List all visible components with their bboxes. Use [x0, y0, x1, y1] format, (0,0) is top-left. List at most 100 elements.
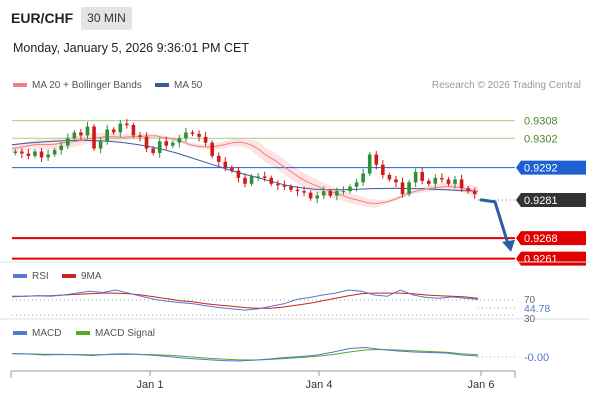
candle-body — [144, 136, 149, 149]
ma20-swatch — [13, 83, 27, 88]
candle-body — [210, 142, 214, 156]
timeframe-button[interactable]: 30 MIN — [81, 7, 132, 30]
support-tag — [516, 231, 586, 246]
bollinger-band — [12, 132, 478, 208]
candle-body — [13, 151, 18, 153]
candle-body — [466, 188, 470, 192]
candle-body — [289, 186, 293, 190]
candle-body — [446, 179, 451, 184]
candle-body — [59, 145, 64, 151]
forecast-arrow-line — [479, 198, 510, 246]
candle-body — [256, 176, 260, 178]
legend-macd-signal: MACD Signal — [76, 328, 155, 339]
candle-body — [276, 183, 280, 186]
candle-body — [85, 126, 90, 136]
macd-value: -0.00 — [524, 352, 549, 364]
candle-body — [394, 179, 398, 183]
candle-body — [203, 136, 208, 143]
candle-body — [282, 185, 287, 187]
ma20-line — [11, 135, 479, 205]
candle-body — [230, 167, 234, 171]
resistance-label: 0.9302 — [524, 133, 558, 145]
legend-macd-signal-label: MACD Signal — [95, 328, 156, 339]
x-axis-tick-label: Jan 1 — [137, 379, 164, 391]
rsi-tick-30: 30 — [524, 314, 536, 325]
candle-body — [249, 176, 254, 184]
current-price-tag — [516, 192, 586, 207]
x-axis-tick-label: Jan 6 — [468, 379, 495, 391]
candle-body — [33, 151, 37, 156]
candle-body — [354, 182, 359, 187]
candle-body — [321, 191, 326, 196]
ma50-swatch — [155, 83, 169, 88]
x-axis-tick-label: Jan 4 — [306, 379, 333, 391]
candle-body — [315, 195, 320, 199]
rsi-value: 44.78 — [524, 303, 550, 315]
candle-body — [151, 148, 155, 153]
macd-signal-line — [11, 348, 479, 361]
resistance-label: 0.9308 — [524, 116, 558, 128]
candle-body — [98, 141, 103, 149]
candle-body — [46, 154, 50, 158]
candle-body — [236, 170, 241, 178]
candle-body — [72, 132, 77, 139]
candle-body — [26, 153, 31, 156]
candle-body — [20, 151, 24, 154]
candle-body — [216, 155, 221, 162]
candle-body — [269, 177, 274, 184]
candle-body — [407, 182, 411, 195]
candle-body — [335, 191, 339, 196]
candle-body — [184, 132, 188, 139]
candle-body — [190, 132, 195, 134]
legend-rsi: RSI — [13, 271, 49, 282]
rsi-tick-70: 70 — [524, 295, 536, 306]
candle-body — [433, 177, 438, 184]
legend-ma20: MA 20 + Bollinger Bands — [13, 80, 142, 91]
candle-body — [413, 172, 418, 183]
legend-ma20-label: MA 20 + Bollinger Bands — [32, 80, 142, 91]
symbol-title: EUR/CHF — [11, 10, 74, 26]
candle-body — [111, 129, 116, 133]
candle-body — [170, 142, 175, 146]
candle-body — [381, 164, 385, 175]
candle-body — [164, 141, 169, 146]
research-credit: Research © 2026 Trading Central — [431, 80, 581, 91]
rsi-ma-swatch — [62, 274, 76, 279]
rsi-ma-line — [12, 292, 479, 309]
legend-macd: MACD — [13, 328, 61, 339]
candle-body — [79, 132, 83, 136]
legend-ma50-label: MA 50 — [174, 80, 203, 91]
candle-body — [361, 173, 365, 183]
candle-body — [367, 154, 372, 174]
candle-body — [348, 186, 352, 192]
candle-body — [105, 129, 109, 142]
rsi-swatch — [13, 274, 27, 279]
current-price-tag-label: 0.9281 — [524, 195, 558, 207]
legend-rsi-ma-label: 9MA — [81, 271, 102, 282]
candle-body — [243, 177, 247, 184]
candle-body — [374, 154, 379, 165]
legend-ma50: MA 50 — [155, 80, 202, 91]
candle-body — [65, 138, 70, 146]
support-tag-label: 0.9261 — [524, 254, 558, 266]
candle-body — [39, 151, 44, 158]
candle-body — [157, 141, 162, 153]
rsi-line — [11, 289, 479, 311]
forecast-arrow-head — [502, 239, 515, 252]
macd-line — [11, 346, 479, 362]
candle-body — [387, 174, 392, 180]
legend-macd-label: MACD — [32, 328, 62, 339]
candle-body — [92, 126, 96, 149]
candle-body — [453, 179, 457, 184]
candle-body — [308, 192, 313, 199]
pivot-tag-label: 0.9292 — [524, 163, 558, 175]
candle-body — [118, 123, 123, 133]
candle-body — [420, 172, 425, 181]
candle-body — [295, 189, 300, 192]
candle-body — [459, 179, 464, 189]
legend-rsi-ma: 9MA — [62, 271, 102, 282]
pivot-tag — [516, 160, 586, 175]
candle-body — [426, 180, 431, 184]
candle-body — [472, 191, 477, 195]
